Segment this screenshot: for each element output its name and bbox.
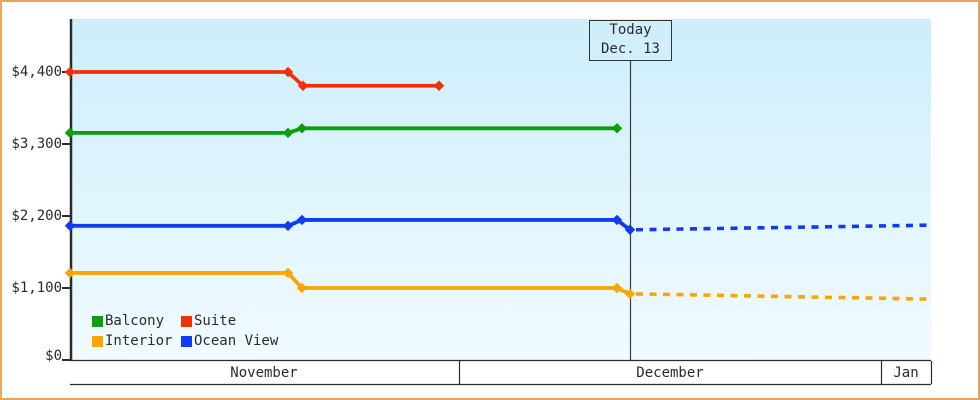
data-point-interior[interactable] [624,288,636,300]
legend-label-interior: Interior [105,333,173,349]
today-callout: Today Dec. 13 [589,20,672,61]
legend-item-suite[interactable]: Suite [181,313,237,329]
data-point-ocean-view[interactable] [296,214,308,226]
data-point-suite[interactable] [433,80,445,91]
data-point-balcony[interactable] [296,123,308,134]
legend-swatch-suite [181,315,192,327]
series-forecast-dashed-interior [635,292,932,301]
data-point-suite[interactable] [282,66,294,78]
data-point-balcony[interactable] [64,127,76,139]
x-month-label-december: December [636,365,704,381]
y-tick-label: $1,100 [11,280,62,296]
y-tick-label: $3,300 [11,136,62,152]
today-callout-date: Dec. 13 [600,41,660,57]
data-point-suite[interactable] [64,66,76,78]
data-point-interior[interactable] [611,282,623,294]
data-point-suite[interactable] [297,80,309,91]
data-point-ocean-view[interactable] [624,224,636,235]
series-line-balcony [70,126,617,135]
data-point-ocean-view[interactable] [282,220,294,232]
y-tick-label: $2,200 [11,208,62,224]
legend-item-balcony[interactable]: Balcony [92,313,165,329]
plot-background [70,19,931,360]
series-line-suite [70,70,439,88]
data-point-interior[interactable] [64,267,76,279]
legend-swatch-interior [92,335,103,347]
x-month-label-jan: Jan [893,365,919,381]
data-point-interior[interactable] [282,267,294,279]
legend-swatch-balcony [92,315,103,327]
legend-item-ocean-view[interactable]: Ocean View [181,333,279,349]
x-month-label-november: November [230,365,298,381]
today-callout-title: Today [609,22,652,38]
legend-item-interior[interactable]: Interior [92,333,173,349]
legend-swatch-ocean-view [181,335,192,347]
legend-label-balcony: Balcony [105,313,165,329]
legend-label-ocean-view: Ocean View [194,333,279,349]
data-point-interior[interactable] [296,282,308,294]
data-point-balcony[interactable] [611,123,623,134]
y-tick-label: $4,400 [11,64,62,80]
legend-label-suite: Suite [194,313,237,329]
data-point-ocean-view[interactable] [611,214,623,226]
data-point-balcony[interactable] [282,127,294,139]
series-forecast-dashed-ocean-view [635,223,932,232]
data-point-ocean-view[interactable] [64,220,76,232]
y-tick-label: $0 [45,348,62,364]
